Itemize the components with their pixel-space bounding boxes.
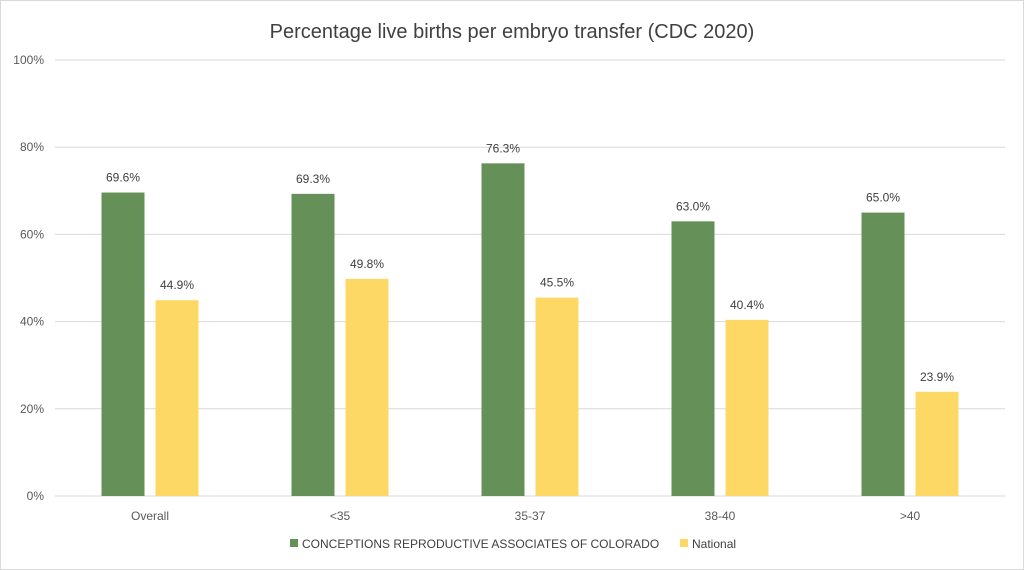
legend: CONCEPTIONS REPRODUCTIVE ASSOCIATES OF C… <box>290 537 736 551</box>
x-tick-label: Overall <box>131 509 169 523</box>
data-label: 65.0% <box>866 191 900 205</box>
bars <box>101 163 959 497</box>
y-tick-label: 0% <box>27 489 45 503</box>
data-label: 44.9% <box>160 278 194 292</box>
y-tick-label: 100% <box>13 53 44 67</box>
bar-national-4 <box>915 391 959 496</box>
x-tick-label: <35 <box>330 509 351 523</box>
x-tick-label: 35-37 <box>515 509 546 523</box>
legend-label-conceptions: CONCEPTIONS REPRODUCTIVE ASSOCIATES OF C… <box>302 537 659 551</box>
data-label: 63.0% <box>676 199 710 213</box>
y-axis-ticks: 0% 20% 40% 60% 80% 100% <box>13 53 44 503</box>
data-label: 49.8% <box>350 257 384 271</box>
bar-conceptions-4 <box>861 212 905 496</box>
y-tick-label: 80% <box>20 140 44 154</box>
data-label: 45.5% <box>540 276 574 290</box>
bar-national-2 <box>535 297 579 496</box>
y-tick-label: 20% <box>20 402 44 416</box>
bar-national-0 <box>155 300 199 496</box>
x-tick-label: 38-40 <box>705 509 736 523</box>
bar-conceptions-1 <box>291 193 335 497</box>
data-label: 69.3% <box>296 172 330 186</box>
legend-swatch-conceptions <box>290 539 298 547</box>
legend-swatch-national <box>680 539 688 547</box>
legend-label-national: National <box>692 537 736 551</box>
x-axis-ticks: Overall <35 35-37 38-40 >40 <box>131 509 921 523</box>
gridlines <box>55 59 1005 497</box>
bar-national-1 <box>345 278 389 496</box>
bar-national-3 <box>725 319 769 496</box>
data-labels: 69.6% 44.9% 69.3% 49.8% 76.3% 45.5% 63.0% 40.4%… <box>106 141 954 383</box>
bar-conceptions-3 <box>671 221 715 496</box>
y-tick-label: 40% <box>20 315 44 329</box>
data-label: 40.4% <box>730 298 764 312</box>
y-tick-label: 60% <box>20 227 44 241</box>
chart-title: Percentage live births per embryo transf… <box>270 21 755 43</box>
data-label: 23.9% <box>920 370 954 384</box>
bar-conceptions-0 <box>101 192 145 496</box>
data-label: 76.3% <box>486 141 520 155</box>
bar-conceptions-2 <box>481 163 525 496</box>
x-tick-label: >40 <box>900 509 921 523</box>
data-label: 69.6% <box>106 171 140 185</box>
